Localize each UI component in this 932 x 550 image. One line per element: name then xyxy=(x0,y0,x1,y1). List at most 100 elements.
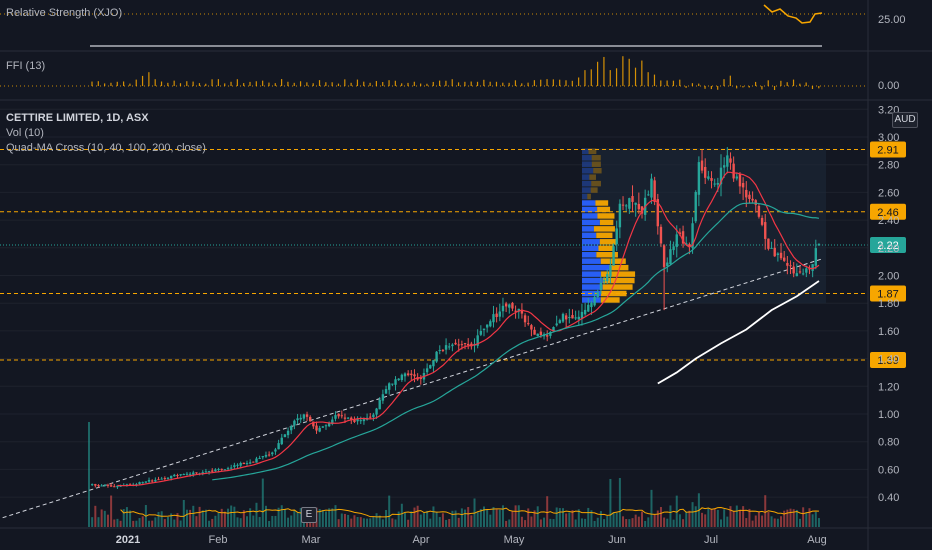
volume-bar xyxy=(394,519,397,527)
volume-bar xyxy=(641,511,643,527)
volume-bar xyxy=(287,517,290,527)
candle-body xyxy=(489,321,492,327)
candle-body xyxy=(188,473,192,475)
candle-body xyxy=(403,373,407,377)
candle-body xyxy=(100,485,103,487)
candle-body xyxy=(685,243,688,245)
volume-bar xyxy=(520,516,523,527)
volume-bar xyxy=(694,506,697,527)
candle-body xyxy=(113,486,116,488)
candle-body xyxy=(299,417,302,420)
volume-bar xyxy=(587,507,590,527)
volume-bar xyxy=(726,516,729,527)
candle-body xyxy=(789,265,792,267)
volume-bar xyxy=(271,515,274,527)
volume-bar xyxy=(362,518,365,527)
profile-buy-bar xyxy=(582,187,591,193)
candle-body xyxy=(716,182,720,185)
candle-body xyxy=(738,173,742,187)
volume-bar xyxy=(208,520,211,527)
volume-bar xyxy=(135,520,138,527)
volume-bar xyxy=(189,509,192,527)
x-tick-label: Apr xyxy=(412,534,429,546)
ma40-line xyxy=(212,202,820,481)
candle-body xyxy=(751,198,754,201)
volume-bar xyxy=(151,520,154,527)
x-tick-label: Feb xyxy=(209,534,228,546)
candle-body xyxy=(546,335,549,337)
profile-sell-bar xyxy=(591,155,601,161)
volume-bar xyxy=(192,505,195,527)
candle-body xyxy=(350,417,353,420)
volume-bar xyxy=(404,512,406,527)
candle-body xyxy=(236,464,239,466)
candle-body xyxy=(293,420,296,426)
earnings-event-icon[interactable]: E xyxy=(301,507,317,523)
x-tick-label: May xyxy=(504,534,525,546)
symbol-title[interactable]: CETTIRE LIMITED, 1D, ASX xyxy=(6,112,149,124)
candle-body xyxy=(274,449,277,452)
volume-bar xyxy=(426,510,429,527)
ffi-pane xyxy=(0,56,868,90)
candle-body xyxy=(634,202,637,205)
candle-body xyxy=(359,420,362,422)
candle-body xyxy=(653,180,656,202)
candle-body xyxy=(640,206,644,214)
candle-body xyxy=(609,265,612,277)
volume-bar xyxy=(331,508,334,527)
candle-body xyxy=(574,317,577,319)
x-tick-label: Mar xyxy=(302,534,321,546)
relative-strength-pane xyxy=(0,4,868,47)
volume-indicator-label[interactable]: Vol (10) xyxy=(6,127,44,139)
volume-bar xyxy=(116,518,119,527)
volume-bar xyxy=(375,513,378,527)
volume-bar xyxy=(489,514,492,527)
volume-bar xyxy=(230,505,233,527)
volume-bar xyxy=(799,518,801,527)
profile-sell-bar xyxy=(602,277,635,284)
candle-body xyxy=(296,418,299,421)
volume-bar xyxy=(129,510,132,527)
volume-bar xyxy=(817,518,820,527)
candle-body xyxy=(606,273,609,282)
volume-bar xyxy=(555,507,558,527)
y-tick-label: 0.80 xyxy=(878,437,899,449)
volume-bar xyxy=(274,515,277,527)
currency-badge[interactable]: AUD xyxy=(892,112,918,128)
volume-bar xyxy=(451,510,454,527)
y-tick-label: 2.80 xyxy=(878,160,899,172)
profile-buy-bar xyxy=(582,232,597,239)
volume-bar xyxy=(334,505,337,527)
candle-body xyxy=(211,470,214,472)
volume-bar xyxy=(539,519,542,527)
volume-bar xyxy=(751,520,754,527)
candle-body xyxy=(125,484,129,486)
candle-body xyxy=(451,344,454,347)
volume-bar xyxy=(419,514,422,527)
candle-body xyxy=(309,416,312,422)
candle-body xyxy=(280,437,283,445)
moving-averages xyxy=(117,171,820,487)
candle-body xyxy=(106,484,110,486)
candle-body xyxy=(808,268,811,270)
candle-body xyxy=(523,315,527,323)
profile-sell-bar xyxy=(599,239,617,245)
candle-body xyxy=(536,333,539,337)
candle-body xyxy=(786,263,789,266)
volume-bar xyxy=(568,512,571,527)
profile-sell-bar xyxy=(593,167,602,174)
candle-body xyxy=(704,166,707,178)
x-tick-label: Aug xyxy=(807,534,827,546)
candle-body xyxy=(669,249,672,265)
ma-indicator-label[interactable]: Quad-MA Cross (10, 40, 100, 200, close) xyxy=(6,142,206,154)
volume-bar xyxy=(505,520,508,527)
x-tick-label: Jun xyxy=(608,534,626,546)
candle-body xyxy=(255,458,258,463)
volume-bar xyxy=(552,519,555,527)
candle-body xyxy=(135,484,138,486)
last-price-tag xyxy=(870,237,906,254)
volume-bar xyxy=(321,510,324,527)
candle-body xyxy=(691,223,694,248)
volume-bar xyxy=(103,510,106,527)
